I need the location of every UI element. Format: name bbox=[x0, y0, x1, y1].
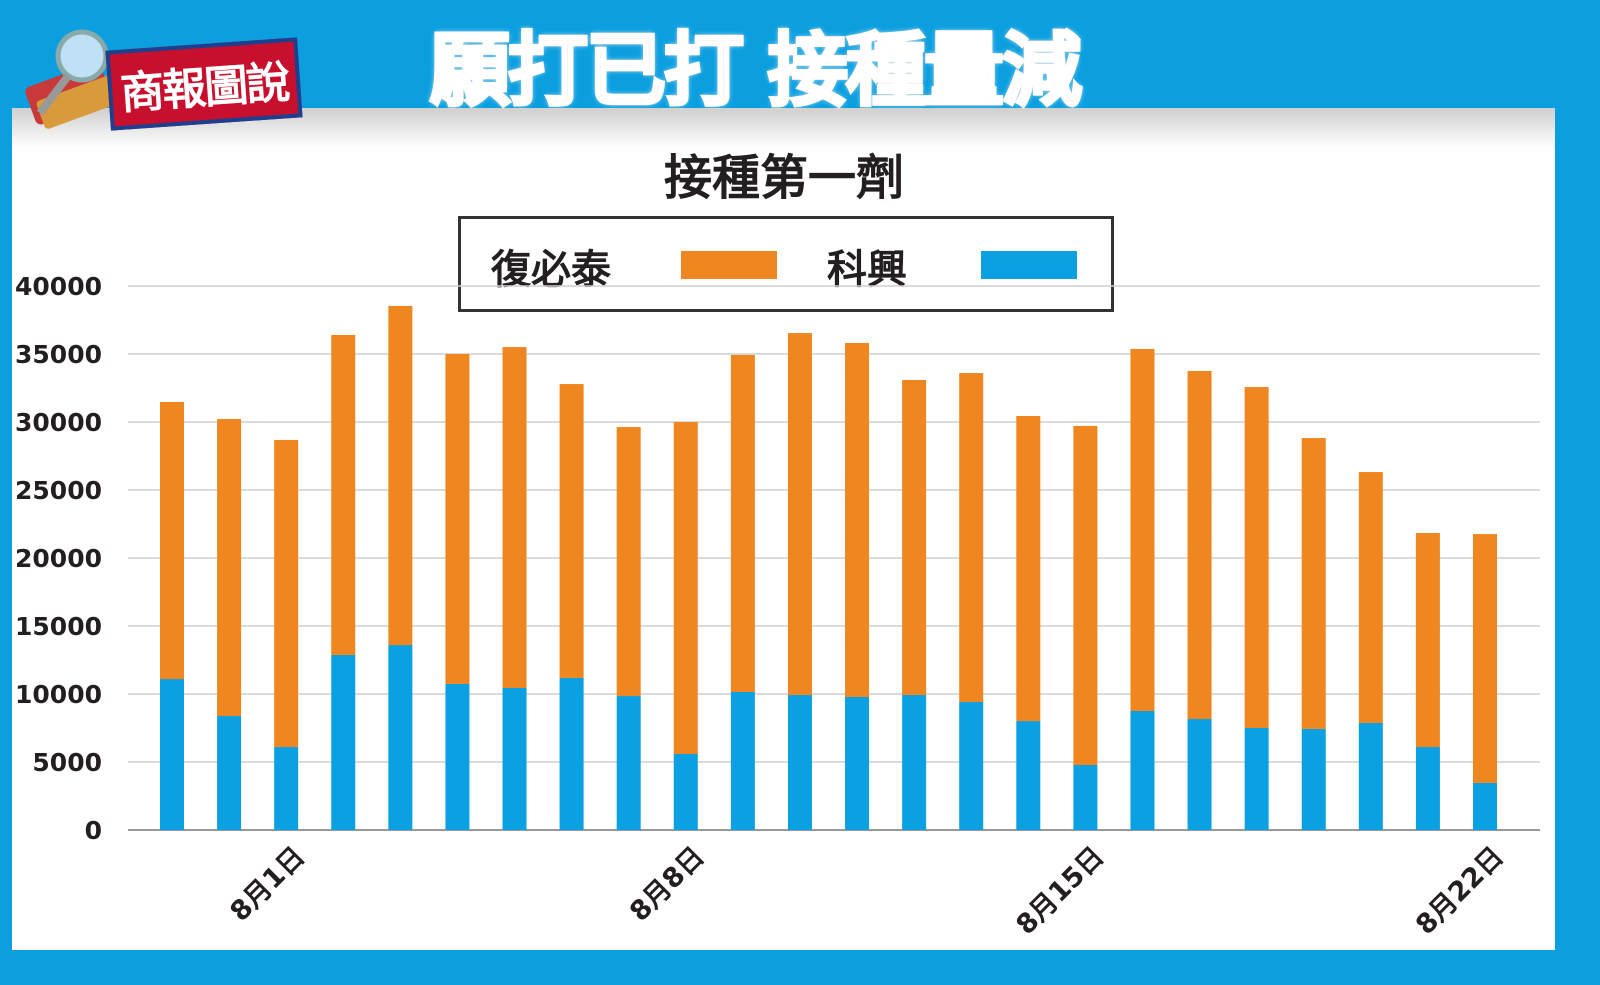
bar-comirnaty bbox=[217, 419, 242, 717]
y-tick-label: 5000 bbox=[32, 748, 102, 777]
bar-comirnaty bbox=[1130, 348, 1155, 711]
bar-comirnaty bbox=[1187, 371, 1212, 720]
x-tick-label: 8月1日 bbox=[224, 841, 311, 928]
bar-sinovac bbox=[445, 683, 470, 830]
bar-sinovac bbox=[217, 716, 242, 830]
bar-sinovac bbox=[616, 696, 641, 830]
bar-comirnaty bbox=[1073, 425, 1098, 765]
bar-comirnaty bbox=[1016, 416, 1041, 722]
y-tick-label: 15000 bbox=[15, 612, 102, 641]
y-tick-label: 25000 bbox=[15, 476, 102, 505]
bar-sinovac bbox=[502, 688, 527, 830]
legend-swatch-sinovac bbox=[981, 251, 1077, 279]
y-tick-label: 30000 bbox=[15, 408, 102, 437]
bar-sinovac bbox=[331, 654, 356, 830]
bar-sinovac bbox=[1415, 747, 1440, 830]
bar-comirnaty bbox=[388, 305, 413, 646]
headline: 願打已打 接種量減 bbox=[429, 6, 1084, 122]
bar-comirnaty bbox=[673, 422, 698, 754]
y-tick-label: 40000 bbox=[15, 272, 102, 301]
bar-sinovac bbox=[673, 753, 698, 830]
bar-sinovac bbox=[902, 694, 927, 830]
bar-sinovac bbox=[1473, 782, 1497, 830]
bar-comirnaty bbox=[445, 354, 470, 684]
bar-comirnaty bbox=[331, 334, 356, 655]
y-tick-label: 10000 bbox=[15, 680, 102, 709]
bar-comirnaty bbox=[274, 439, 299, 748]
legend: 復必泰 科興 bbox=[458, 216, 1114, 312]
x-tick-label: 8月15日 bbox=[1010, 841, 1110, 941]
bar-comirnaty bbox=[730, 354, 755, 692]
bar-comirnaty bbox=[160, 402, 184, 680]
bar-comirnaty bbox=[616, 427, 641, 697]
bar-sinovac bbox=[1244, 728, 1269, 830]
chart-title: 接種第一劑 bbox=[663, 150, 904, 206]
legend-label-comirnaty: 復必泰 bbox=[491, 246, 611, 293]
y-tick-label: 20000 bbox=[15, 544, 102, 573]
bar-comirnaty bbox=[559, 384, 584, 678]
bar-comirnaty bbox=[1473, 534, 1497, 783]
bar-sinovac bbox=[845, 696, 870, 830]
bar-comirnaty bbox=[845, 342, 870, 697]
bar-sinovac bbox=[1358, 722, 1383, 830]
legend-swatch-comirnaty bbox=[681, 251, 777, 279]
x-tick-label: 8月22日 bbox=[1410, 841, 1510, 941]
bar-comirnaty bbox=[1301, 438, 1326, 729]
bar-sinovac bbox=[274, 747, 299, 830]
bar-comirnaty bbox=[502, 347, 527, 689]
x-tick-label: 8月8日 bbox=[624, 841, 711, 928]
bar-comirnaty bbox=[787, 333, 812, 695]
bar-comirnaty bbox=[1244, 387, 1269, 728]
bar-sinovac bbox=[787, 694, 812, 830]
bar-sinovac bbox=[1016, 721, 1041, 830]
bar-sinovac bbox=[959, 702, 984, 830]
y-tick-label: 0 bbox=[85, 816, 102, 845]
bar-comirnaty bbox=[902, 379, 927, 695]
bar-sinovac bbox=[160, 679, 184, 830]
bar-sinovac bbox=[1073, 764, 1098, 830]
bar-sinovac bbox=[559, 677, 584, 830]
bar-comirnaty bbox=[959, 373, 984, 703]
legend-label-sinovac: 科興 bbox=[827, 246, 907, 293]
y-tick-label: 35000 bbox=[15, 340, 102, 369]
bar-comirnaty bbox=[1415, 532, 1440, 748]
bar-sinovac bbox=[1187, 719, 1212, 830]
bar-comirnaty bbox=[1358, 472, 1383, 723]
bar-sinovac bbox=[388, 645, 413, 830]
bar-sinovac bbox=[1130, 711, 1155, 830]
bar-sinovac bbox=[730, 691, 755, 830]
bar-sinovac bbox=[1301, 728, 1326, 830]
